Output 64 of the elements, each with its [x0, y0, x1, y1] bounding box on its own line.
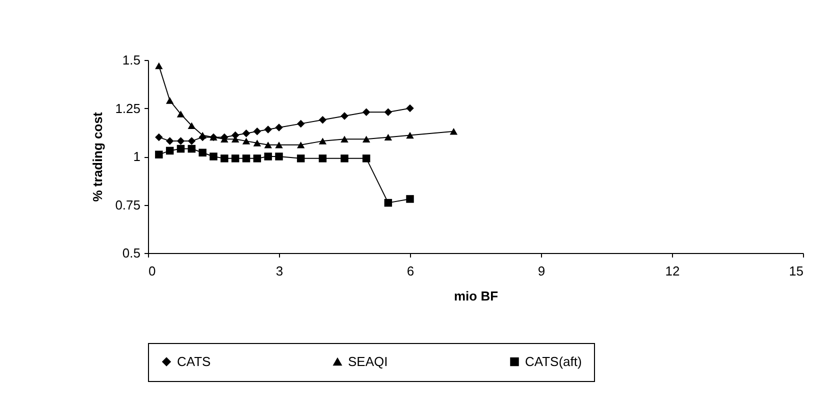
point: [231, 154, 240, 162]
point: [198, 132, 206, 139]
x-tick-label: 12: [665, 264, 680, 278]
y-tick-label: 0.5: [122, 246, 140, 260]
point: [406, 104, 414, 112]
legend-label: CATS: [177, 354, 212, 369]
point: [450, 128, 458, 135]
point: [176, 110, 185, 118]
point: [155, 150, 163, 158]
point: [384, 108, 392, 116]
point: [264, 126, 272, 134]
y-tick-label: 1: [133, 149, 140, 164]
point: [198, 148, 206, 157]
point: [384, 198, 392, 207]
point: [340, 154, 348, 162]
point: [296, 142, 305, 148]
point: [275, 124, 283, 132]
point: [253, 140, 262, 146]
point: [242, 138, 250, 144]
point: [340, 136, 348, 142]
point: [210, 152, 218, 160]
point: [155, 62, 163, 70]
point: [362, 136, 370, 142]
point: [296, 120, 305, 128]
point: [166, 97, 174, 104]
point: [176, 137, 185, 145]
x-tick-label: 3: [276, 264, 284, 278]
y-tick-label: 0.75: [115, 197, 140, 212]
point: [188, 144, 196, 153]
y-tick-label: 1.5: [122, 52, 140, 68]
point: [318, 154, 327, 162]
point: [406, 195, 414, 203]
point: [318, 138, 327, 144]
point: [188, 122, 196, 129]
y-axis-title: % trading cost: [90, 112, 106, 202]
point: [253, 154, 262, 162]
point: [242, 129, 250, 138]
point: [188, 137, 196, 145]
point: [340, 112, 348, 120]
legend-label: CATS(aft): [525, 354, 582, 369]
x-tick-label: 0: [148, 264, 156, 278]
y-tick-label: 1.25: [115, 100, 140, 116]
point: [220, 154, 228, 162]
point: [296, 154, 305, 162]
point: [275, 142, 283, 148]
point: [253, 128, 262, 136]
point: [264, 152, 272, 160]
x-axis-title: mio BF: [454, 288, 498, 304]
x-tick-label: 6: [406, 264, 414, 278]
point: [275, 152, 283, 160]
x-tick-label: 9: [538, 264, 546, 278]
point: [155, 133, 163, 142]
point: [166, 146, 174, 155]
point: [406, 132, 414, 139]
point: [166, 137, 174, 145]
point: [362, 154, 370, 162]
point: [362, 108, 370, 116]
legend-label: SEAQI: [348, 354, 388, 369]
point: [242, 154, 250, 162]
point: [264, 142, 272, 148]
x-tick-label: 15: [789, 264, 804, 278]
point: [176, 144, 185, 153]
point: [318, 116, 327, 124]
point: [384, 134, 392, 141]
